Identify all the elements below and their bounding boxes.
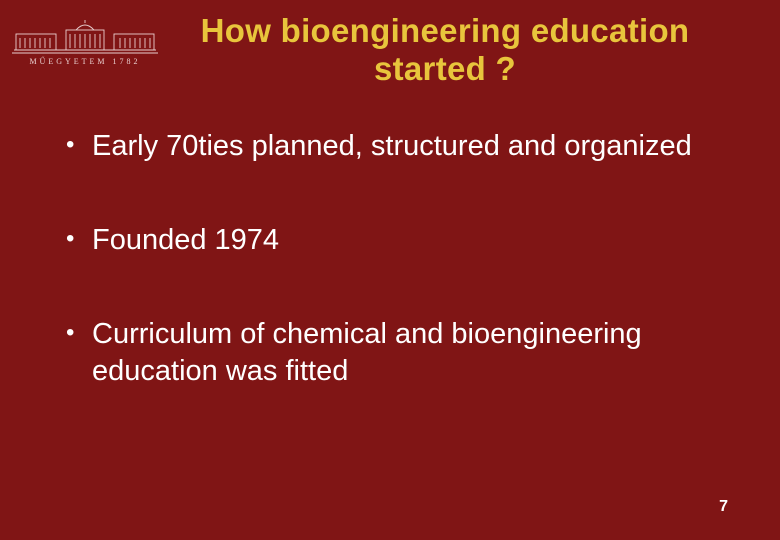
logo-caption: MŰEGYETEM 1782 xyxy=(29,57,140,66)
page-number: 7 xyxy=(719,498,728,516)
logo: MŰEGYETEM 1782 xyxy=(0,8,170,66)
building-icon xyxy=(10,20,160,54)
bullet-item: Founded 1974 xyxy=(62,222,740,258)
bullet-list: Early 70ties planned, structured and org… xyxy=(62,128,740,389)
slide: MŰEGYETEM 1782 How bioengineering educat… xyxy=(0,0,780,540)
slide-title: How bioengineering education started ? xyxy=(170,8,780,88)
slide-header: MŰEGYETEM 1782 How bioengineering educat… xyxy=(0,0,780,88)
bullet-item: Early 70ties planned, structured and org… xyxy=(62,128,740,164)
bullet-item: Curriculum of chemical and bioengineerin… xyxy=(62,316,740,389)
slide-body: Early 70ties planned, structured and org… xyxy=(0,88,780,389)
